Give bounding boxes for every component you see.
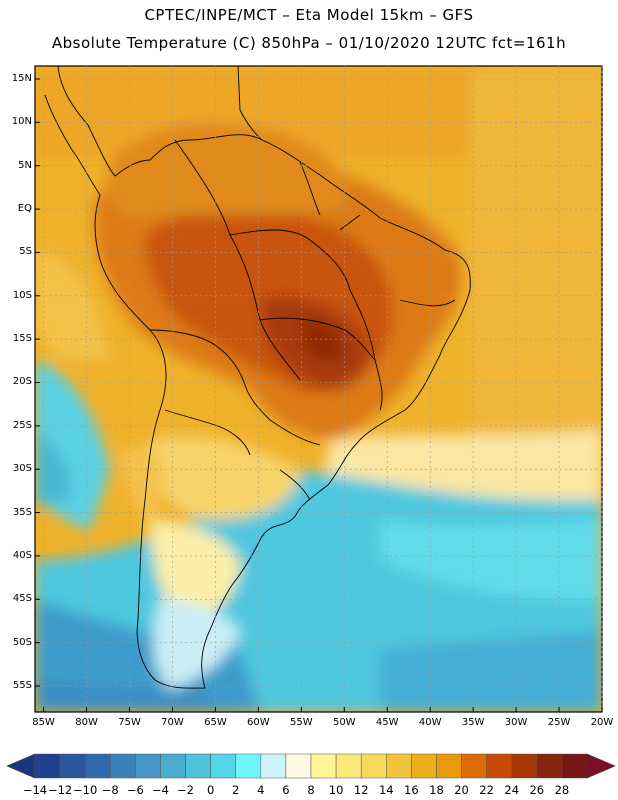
longitude-label: 75W (118, 717, 141, 728)
longitude-label: 85W (32, 717, 55, 728)
longitude-label: 45W (375, 717, 399, 728)
colorbar-underflow-arrow (6, 753, 36, 779)
colorbar-tick-label: −8 (101, 783, 119, 797)
longitude-label: 35W (461, 717, 485, 728)
latitude-label: 15S (12, 333, 32, 345)
colorbar-swatch (285, 753, 312, 779)
colorbar-tick-label: 16 (404, 783, 419, 797)
title-line-2: Absolute Temperature (C) 850hPa – 01/10/… (51, 34, 567, 52)
colorbar-swatch (511, 753, 538, 779)
colorbar (6, 753, 616, 779)
colorbar-swatch (536, 753, 563, 779)
colorbar-tick-label: −2 (177, 783, 194, 797)
colorbar-tick-label: 2 (232, 783, 240, 797)
colorbar-tick-label: 12 (353, 783, 369, 797)
latitude-label: 50S (12, 636, 32, 648)
latitude-label: 5N (18, 159, 32, 171)
colorbar-tick-label: 4 (257, 783, 265, 797)
longitude-label: 20W (590, 717, 614, 728)
colorbar-tick-label: −10 (73, 783, 98, 797)
longitude-label: 25W (547, 717, 571, 728)
map-frame (34, 65, 603, 713)
colorbar-swatch (561, 753, 588, 779)
colorbar-swatch (185, 753, 211, 779)
colorbar-swatch (360, 753, 387, 779)
colorbar-tick-label: 0 (206, 783, 215, 797)
colorbar-tick-label: 8 (307, 783, 315, 797)
colorbar-tick-label: 14 (378, 783, 394, 797)
latitude-label: 35S (12, 506, 32, 518)
longitude-label: 30W (504, 717, 528, 728)
colorbar-tick-label: 24 (504, 783, 520, 797)
axis-ticks (35, 78, 603, 712)
colorbar-swatch (34, 753, 61, 779)
colorbar-swatch (411, 753, 437, 779)
longitude-label: 50W (332, 717, 356, 728)
latitude-label: 55S (12, 679, 32, 691)
latitude-label: 20S (12, 376, 32, 388)
longitude-label: 60W (247, 717, 270, 728)
colorbar-swatch (110, 753, 136, 779)
colorbar-tick-label: 22 (479, 783, 494, 797)
title-line-1: CPTEC/INPE/MCT – Eta Model 15km – GFS (144, 6, 474, 24)
longitude-label: 40W (418, 717, 442, 728)
colorbar-tick-label: −4 (151, 783, 169, 797)
latitude-label: 40S (12, 549, 32, 561)
longitude-label: 55W (290, 717, 313, 728)
colorbar-swatch (59, 753, 86, 779)
colorbar-swatch (486, 753, 512, 779)
colorbar-swatch (461, 753, 487, 779)
colorbar-swatch (386, 753, 412, 779)
latitude-label: 25S (12, 419, 32, 431)
colorbar-swatch (84, 753, 111, 779)
colorbar-tick-label: −6 (126, 783, 144, 797)
colorbar-swatch (210, 753, 236, 779)
colorbar-tick-label: 18 (429, 783, 444, 797)
latitude-label: 15N (11, 73, 32, 84)
colorbar-swatch (310, 753, 337, 779)
latitude-label: 10N (11, 116, 32, 128)
colorbar-tick-label: 26 (529, 783, 545, 797)
colorbar-swatch (260, 753, 287, 779)
colorbar-tick-label: 10 (328, 783, 344, 797)
longitude-label: 65W (204, 717, 227, 728)
latitude-label: 10S (12, 289, 32, 301)
colorbar-swatch (160, 753, 186, 779)
colorbar-swatch (235, 753, 262, 779)
latitude-label: 5S (19, 246, 32, 258)
latitude-label: 30S (12, 463, 32, 475)
colorbar-overflow-arrow (586, 753, 616, 779)
longitude-label: 80W (75, 717, 98, 728)
latitude-label: 45S (12, 593, 32, 605)
colorbar-swatch (135, 753, 161, 779)
coastlines (44, 65, 471, 689)
temperature-field (35, 66, 602, 712)
colorbar-tick-label: −14 (22, 783, 48, 797)
colorbar-tick-label: 20 (454, 783, 469, 797)
colorbar-tick-label: 28 (554, 783, 570, 797)
colorbar-swatch (436, 753, 462, 779)
colorbar-swatch (335, 753, 362, 779)
latitude-label: EQ (17, 203, 32, 215)
longitude-label: 70W (161, 717, 184, 728)
colorbar-tick-label: −12 (47, 783, 73, 797)
colorbar-tick-label: 6 (282, 783, 290, 797)
